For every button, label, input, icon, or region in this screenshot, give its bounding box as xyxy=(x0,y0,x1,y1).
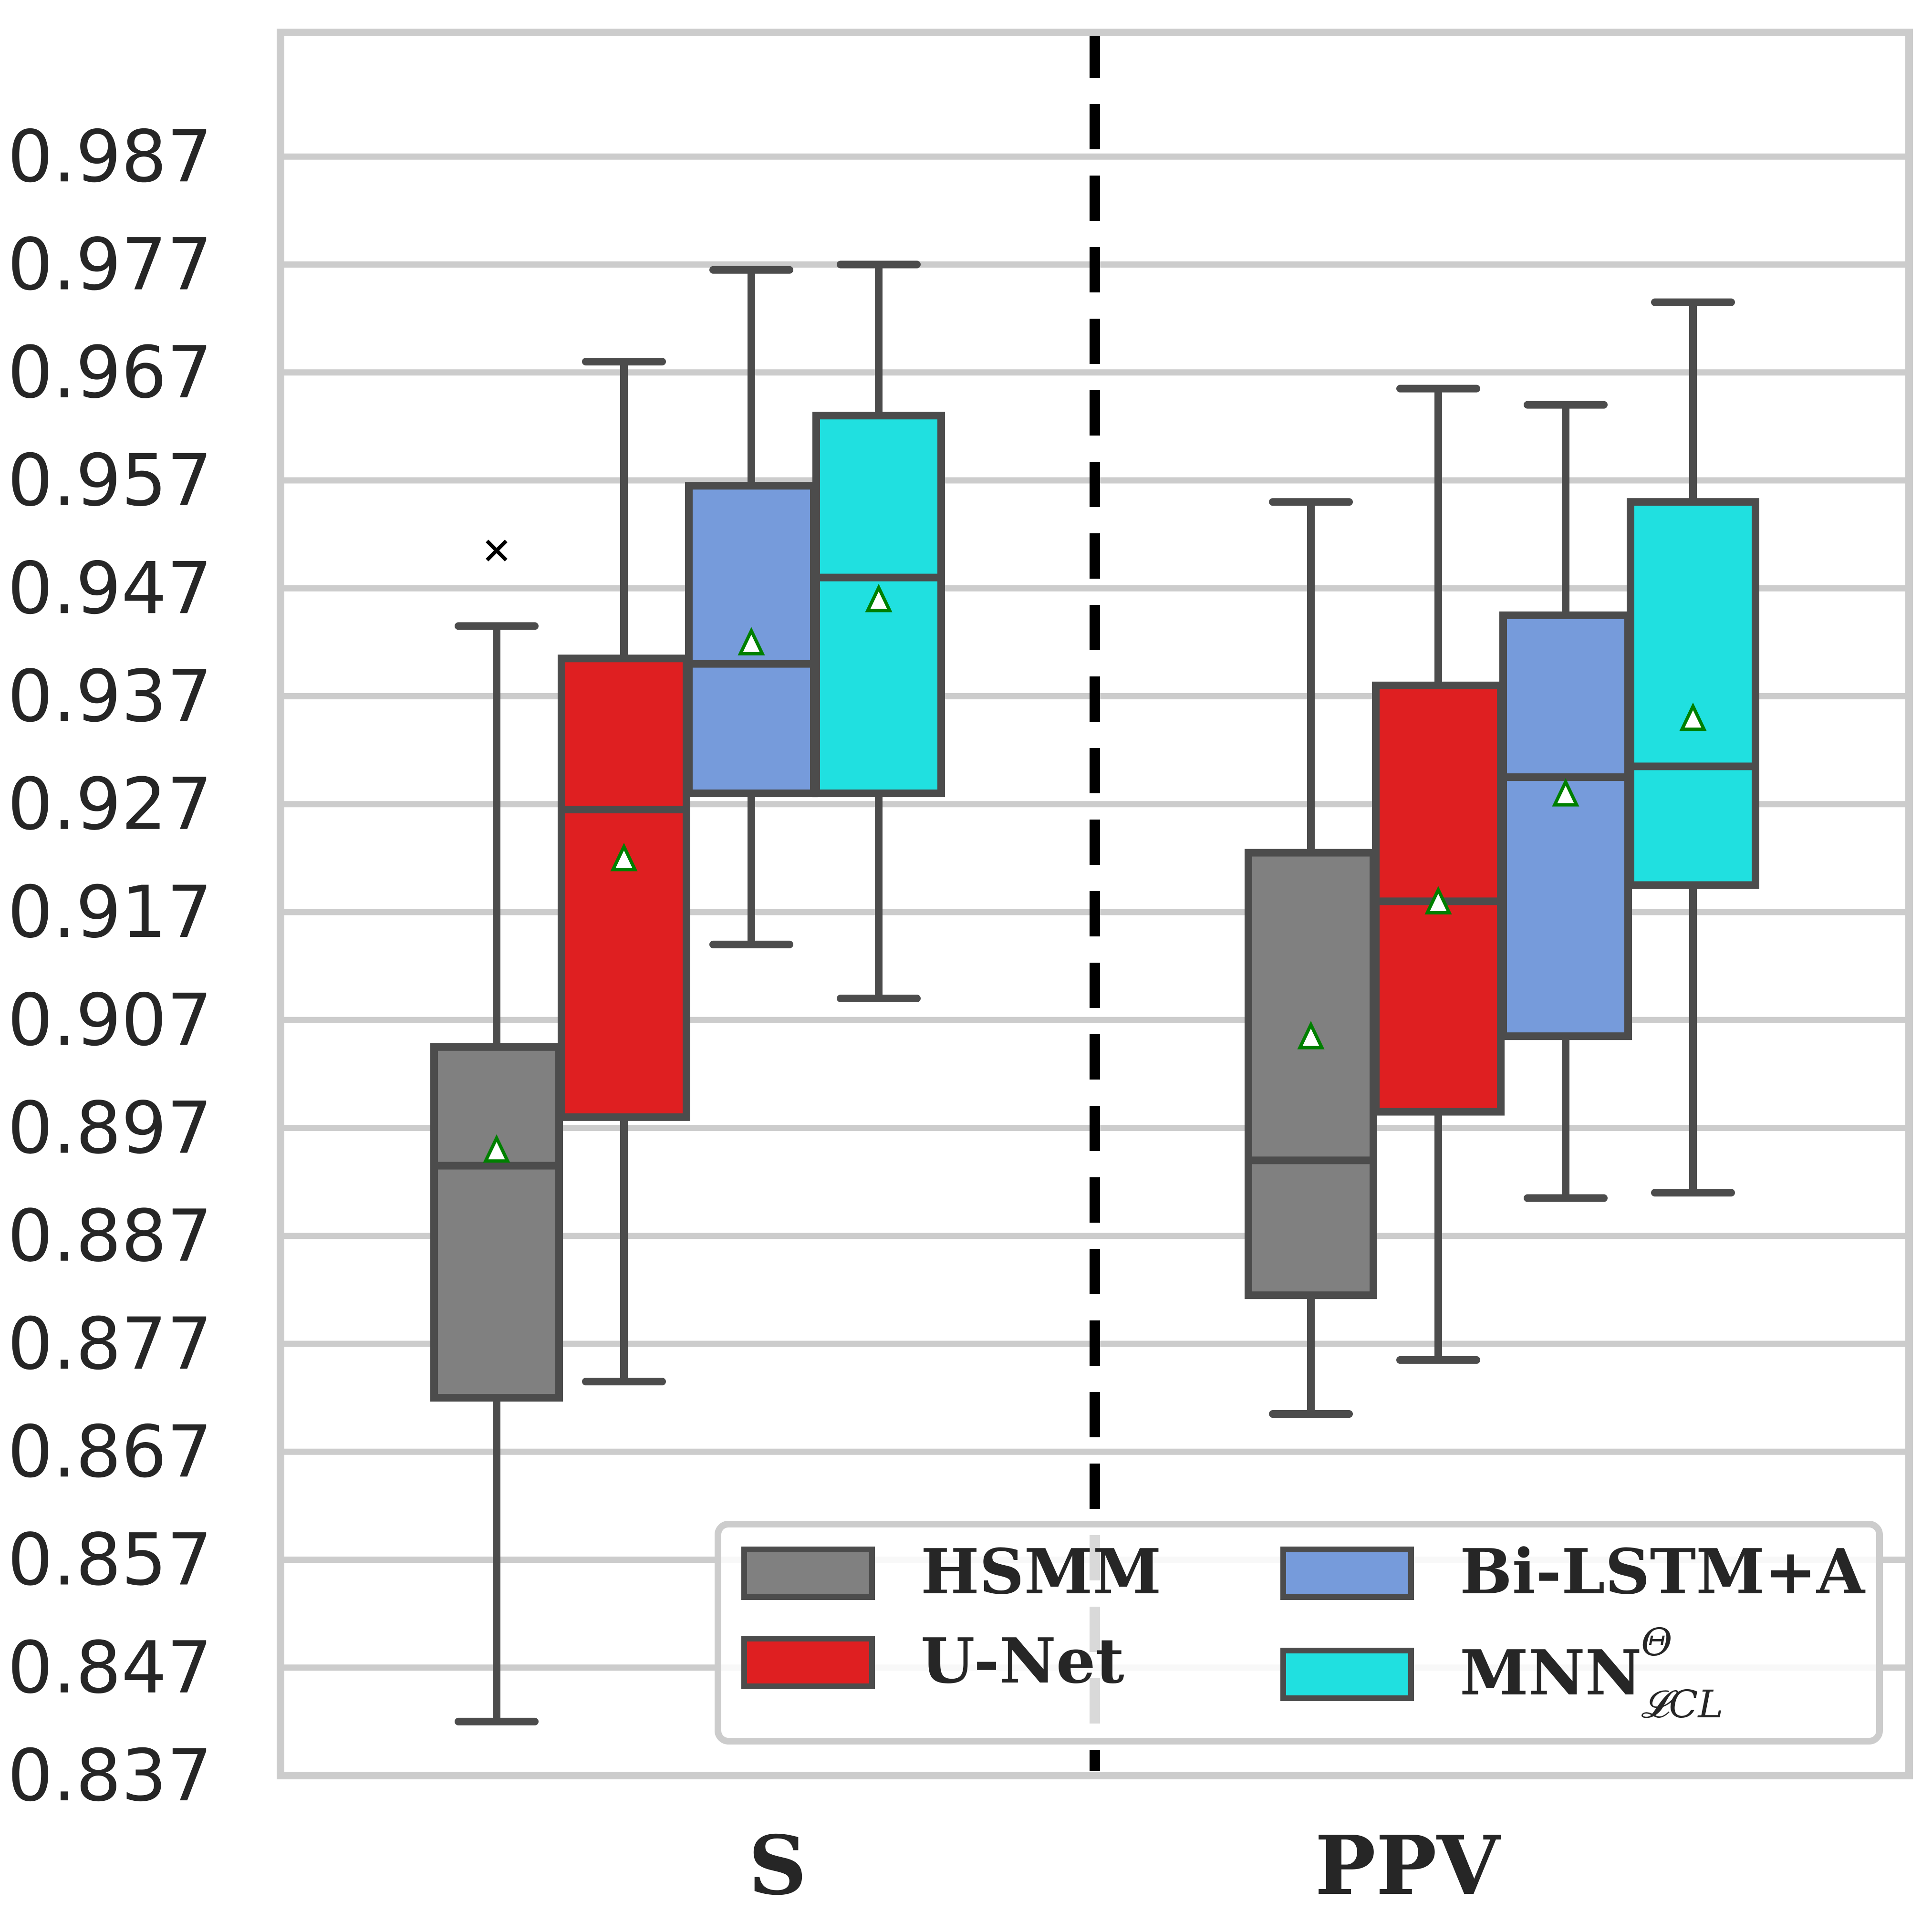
legend-frame xyxy=(715,1521,1883,1745)
plot-frame xyxy=(277,29,1913,1779)
y-tick-label: 0.907 xyxy=(8,979,212,1062)
box-iqr xyxy=(430,1043,563,1402)
y-tick-label: 0.937 xyxy=(8,655,212,738)
legend-swatch-bilstm xyxy=(1280,1547,1414,1600)
legend: HSMM U-Net Bi-LSTM+A MNN Θ 𝓛CL xyxy=(715,1521,1883,1745)
mean-marker xyxy=(865,583,893,613)
y-tick-label: 0.957 xyxy=(8,439,212,522)
outlier-marker xyxy=(486,540,508,561)
y-tick-label: 0.977 xyxy=(8,223,212,306)
mean-marker xyxy=(737,627,765,655)
y-tick-label: 0.967 xyxy=(8,332,212,415)
y-tick-label: 0.877 xyxy=(8,1303,212,1386)
mean-marker xyxy=(1679,702,1707,731)
y-tick-label: 0.917 xyxy=(8,871,212,954)
mean-marker xyxy=(483,1134,510,1163)
y-tick-label: 0.927 xyxy=(8,763,212,846)
box-iqr xyxy=(1627,498,1759,889)
y-tick-labels: 0.837 0.847 0.857 0.867 0.877 0.887 0.897 0.907… xyxy=(8,115,212,1818)
mean-marker xyxy=(1552,778,1579,807)
y-tick-label: 0.857 xyxy=(8,1518,212,1601)
legend-label-unet: U-Net xyxy=(921,1624,1124,1697)
legend-label-hsmm: HSMM xyxy=(921,1535,1162,1608)
legend-swatch-hsmm xyxy=(741,1547,875,1600)
mean-marker xyxy=(1424,886,1452,914)
box-3-0 xyxy=(812,260,945,1002)
legend-label-mnn-subscript: 𝓛CL xyxy=(1641,1682,1724,1726)
x-tick-labels: S PPV xyxy=(748,1818,1501,1913)
box-iqr xyxy=(1245,849,1377,1299)
box-1-1 xyxy=(1372,384,1505,1364)
box-0-0 xyxy=(430,540,563,1725)
x-tick-label-ppv: PPV xyxy=(1315,1818,1501,1913)
y-tick-label: 0.867 xyxy=(8,1411,212,1494)
box-2-0 xyxy=(685,266,818,948)
mean-marker xyxy=(1297,1021,1325,1049)
y-tick-label: 0.887 xyxy=(8,1195,212,1278)
box-iqr xyxy=(558,654,690,1121)
y-tick-label: 0.987 xyxy=(8,115,212,198)
legend-swatch-unet xyxy=(741,1636,875,1689)
box-0-1 xyxy=(1245,498,1377,1418)
legend-label-mnn-superscript: Θ xyxy=(1641,1620,1672,1664)
box-3-1 xyxy=(1627,298,1759,1197)
box-1-0 xyxy=(558,358,690,1386)
x-tick-label-s: S xyxy=(748,1818,807,1913)
y-tick-label: 0.897 xyxy=(8,1087,212,1170)
y-tick-label: 0.847 xyxy=(8,1627,212,1710)
mean-marker xyxy=(610,842,638,872)
boxes xyxy=(430,260,1759,1725)
y-tick-label: 0.837 xyxy=(8,1735,212,1818)
box-iqr xyxy=(1499,611,1632,1040)
box-2-1 xyxy=(1499,401,1632,1202)
legend-label-bilstm: Bi-LSTM+A xyxy=(1460,1535,1866,1608)
y-tick-label: 0.947 xyxy=(8,547,212,630)
legend-swatch-mnn xyxy=(1280,1648,1414,1701)
legend-label-mnn: MNN xyxy=(1460,1636,1642,1709)
